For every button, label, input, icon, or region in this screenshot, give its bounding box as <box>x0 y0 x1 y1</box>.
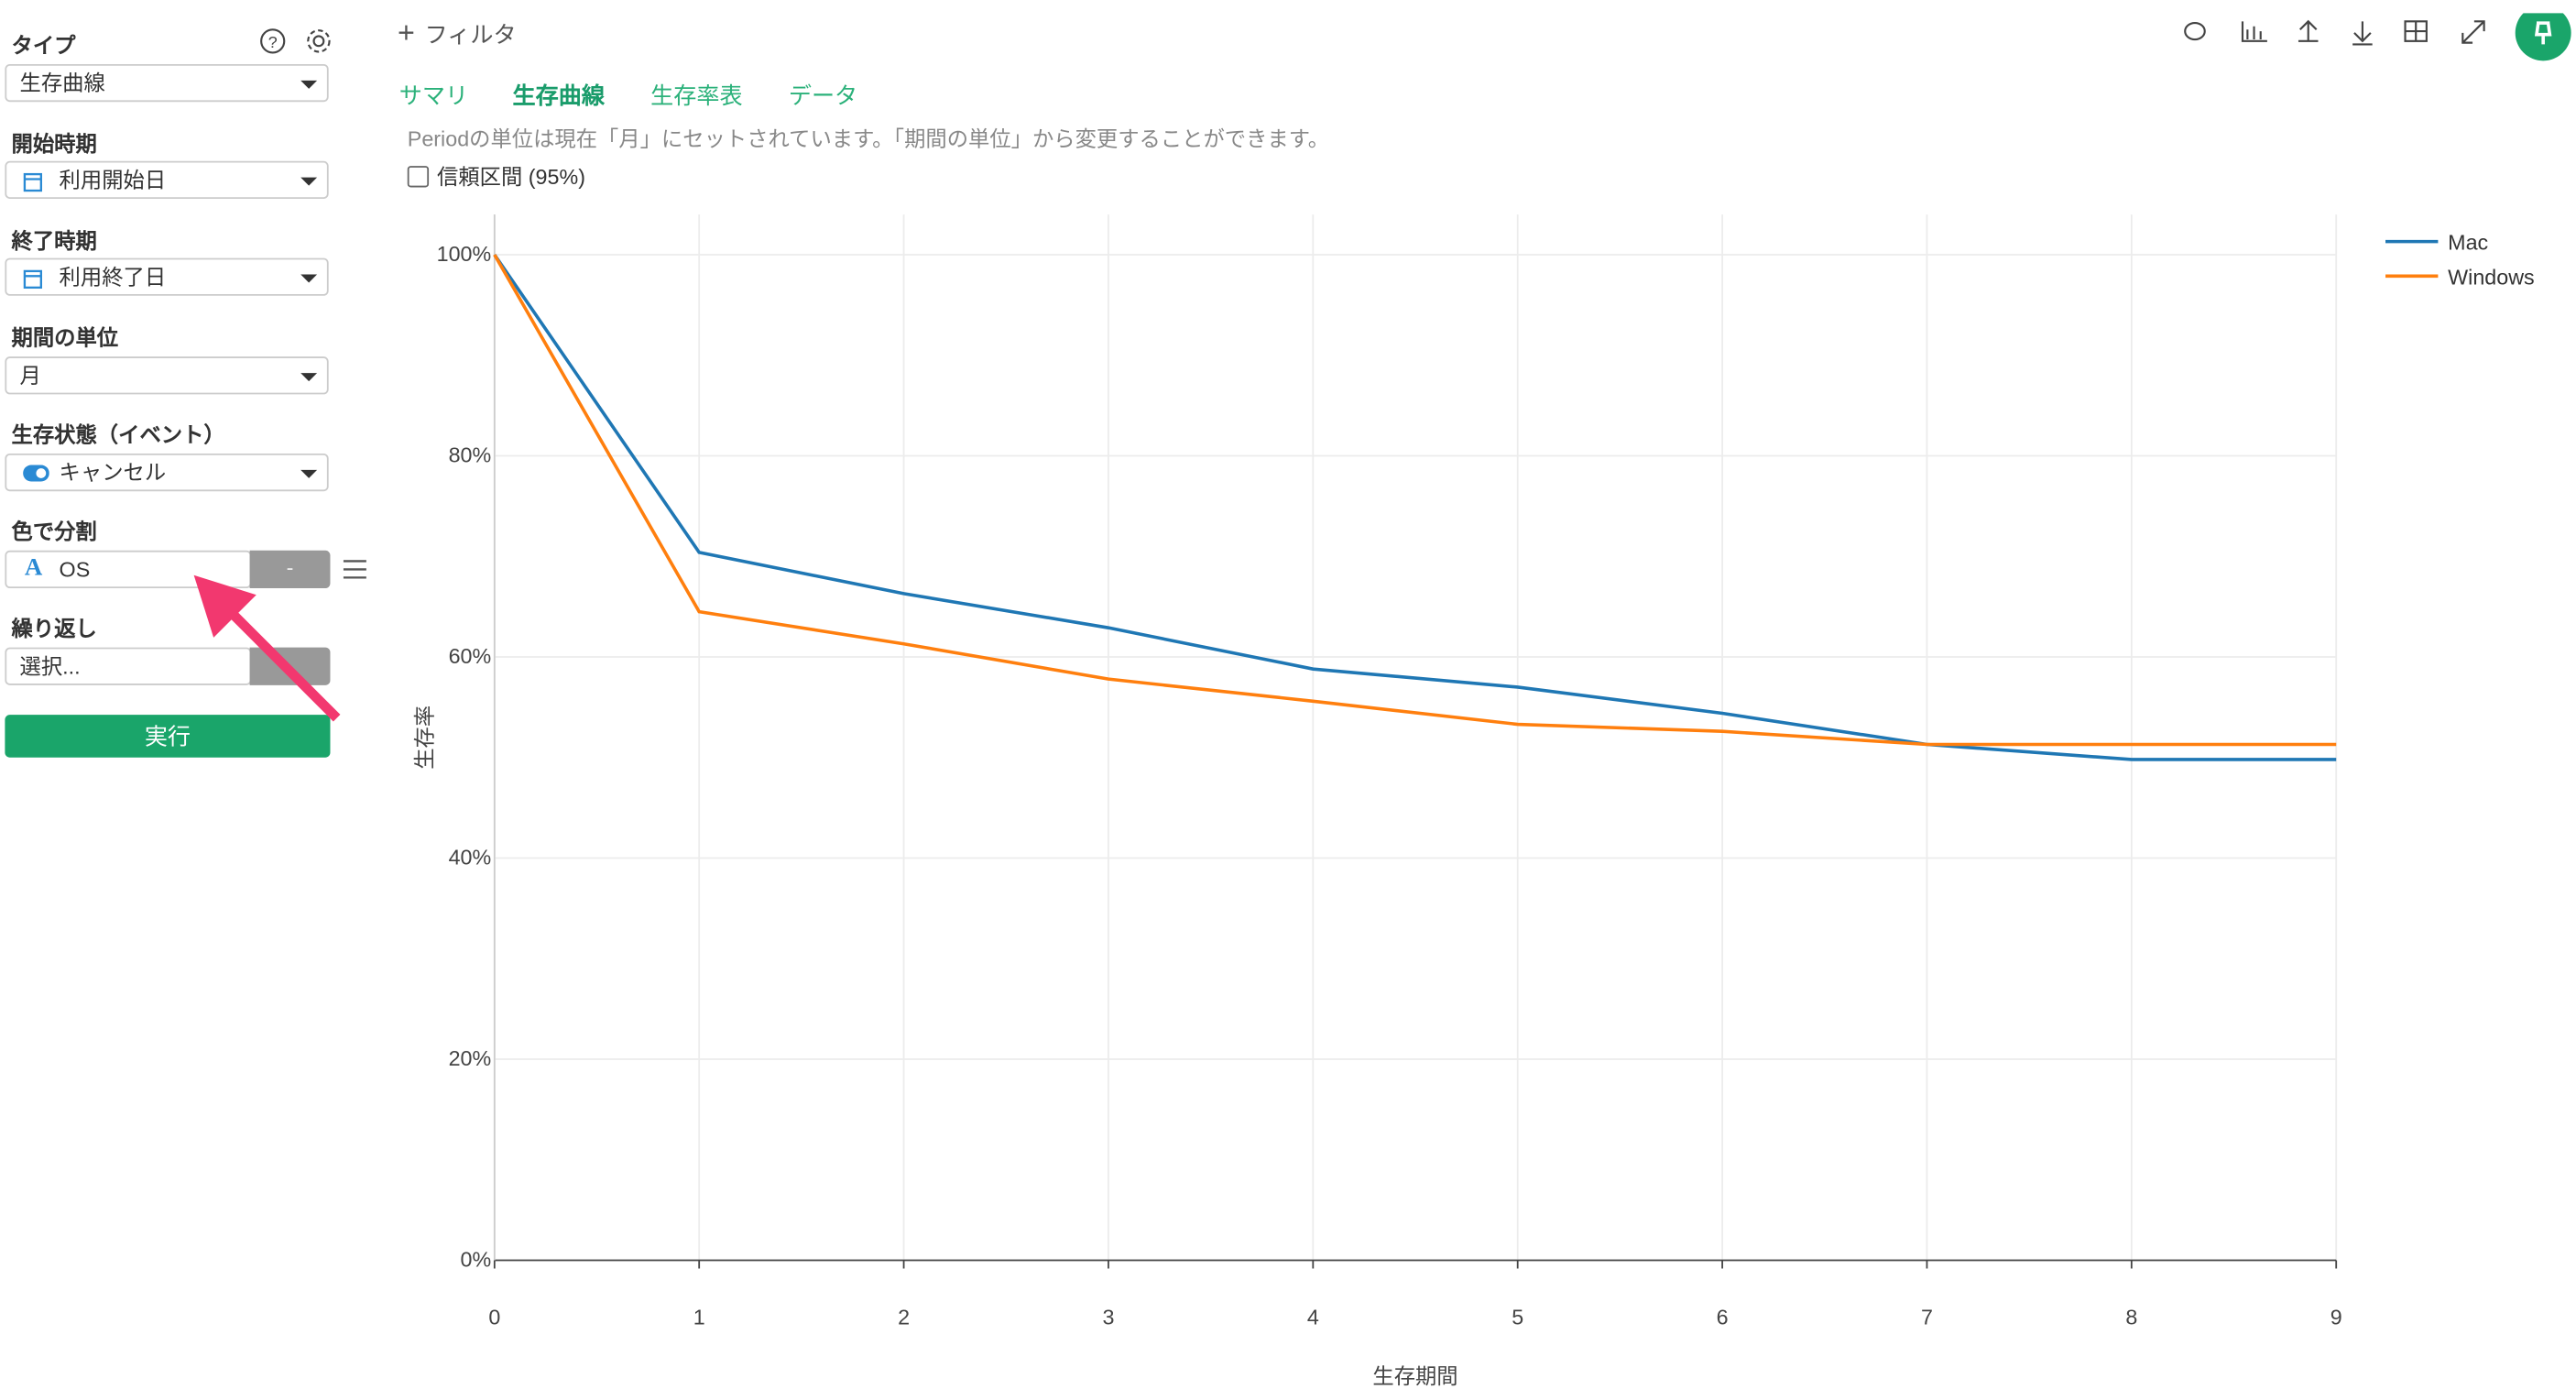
x-tick-label: 8 <box>2125 1305 2137 1329</box>
tab[interactable]: データ <box>788 82 858 109</box>
start-value: 利用開始日 <box>59 167 167 192</box>
color-label: 色で分割 <box>11 519 97 544</box>
filter-text: フィルタ <box>424 21 517 49</box>
y-tick-label: 60% <box>449 644 492 668</box>
series-line <box>493 253 2337 761</box>
toggle-icon <box>23 465 49 482</box>
type-label: タイプ <box>11 32 76 58</box>
y-tick-label: 40% <box>449 846 492 870</box>
repeat-value: 選択... <box>19 653 81 679</box>
svg-text:?: ? <box>268 33 278 51</box>
x-axis-title: 生存期間 <box>1372 1364 1457 1388</box>
series-line <box>493 254 2337 747</box>
text-type-icon: A <box>24 555 43 582</box>
type-select[interactable]: 生存曲線 <box>5 63 329 103</box>
menu-icon[interactable] <box>343 559 366 580</box>
event-value: キャンセル <box>59 460 167 486</box>
x-tick-label: 3 <box>1102 1305 1114 1329</box>
calendar-icon <box>23 269 43 290</box>
start-select[interactable]: 利用開始日 <box>5 160 329 200</box>
y-tick-label: 0% <box>461 1248 492 1272</box>
tab[interactable]: サマリ <box>398 82 469 109</box>
filter-button[interactable]: + フィルタ <box>398 16 517 49</box>
y-tick-label: 100% <box>437 242 492 266</box>
y-tick-label: 20% <box>449 1046 492 1070</box>
end-select[interactable]: 利用終了日 <box>5 257 329 296</box>
unit-label: 期間の単位 <box>11 325 119 350</box>
help-settings-icons[interactable]: ? <box>258 27 333 56</box>
chart: 0% 20% 40% 60% 80% 100% 0 1 2 3 4 5 6 7 8 9 生存期間 生存率 Mac Wi… <box>413 214 2535 1388</box>
y-axis-title: 生存率 <box>413 705 437 770</box>
x-tick-label: 4 <box>1307 1305 1319 1329</box>
repeat-button[interactable] <box>249 647 331 685</box>
end-label: 終了時期 <box>11 228 97 254</box>
legend-label: Windows <box>2448 265 2535 289</box>
color-value: OS <box>59 556 91 582</box>
x-tick-label: 7 <box>1921 1305 1933 1329</box>
run-button[interactable]: 実行 <box>5 715 331 758</box>
calendar-icon <box>23 172 43 192</box>
start-label: 開始時期 <box>11 131 97 157</box>
type-value: 生存曲線 <box>19 71 105 96</box>
x-tick-label: 5 <box>1512 1305 1523 1329</box>
color-select[interactable]: A OS <box>5 550 252 589</box>
checkbox-label: 信頼区間 (95%) <box>437 164 585 190</box>
note: Periodの単位は現在「月」にセットされています。「期間の単位」から変更するこ… <box>407 126 1330 151</box>
repeat-select[interactable]: 選択... <box>5 647 252 685</box>
x-tick-label: 0 <box>488 1305 500 1329</box>
y-tick-label: 80% <box>449 443 492 467</box>
tab-active[interactable]: 生存曲線 <box>512 82 605 109</box>
x-tick-label: 9 <box>2330 1305 2342 1329</box>
x-tick-label: 6 <box>1717 1305 1729 1329</box>
legend-label: Mac <box>2448 231 2488 255</box>
toolbar-icons[interactable] <box>2168 13 2576 62</box>
event-label: 生存状態（イベント） <box>11 421 225 447</box>
tab[interactable]: 生存率表 <box>650 82 743 109</box>
unit-value: 月 <box>19 363 41 388</box>
event-select[interactable]: キャンセル <box>5 453 329 492</box>
x-tick-label: 2 <box>898 1305 910 1329</box>
unit-select[interactable]: 月 <box>5 356 329 395</box>
remove-button[interactable]: - <box>249 550 331 589</box>
x-tick-label: 1 <box>693 1305 705 1329</box>
confidence-checkbox[interactable]: 信頼区間 (95%) <box>407 159 585 191</box>
repeat-label: 繰り返し <box>11 616 97 641</box>
end-value: 利用終了日 <box>59 264 167 290</box>
